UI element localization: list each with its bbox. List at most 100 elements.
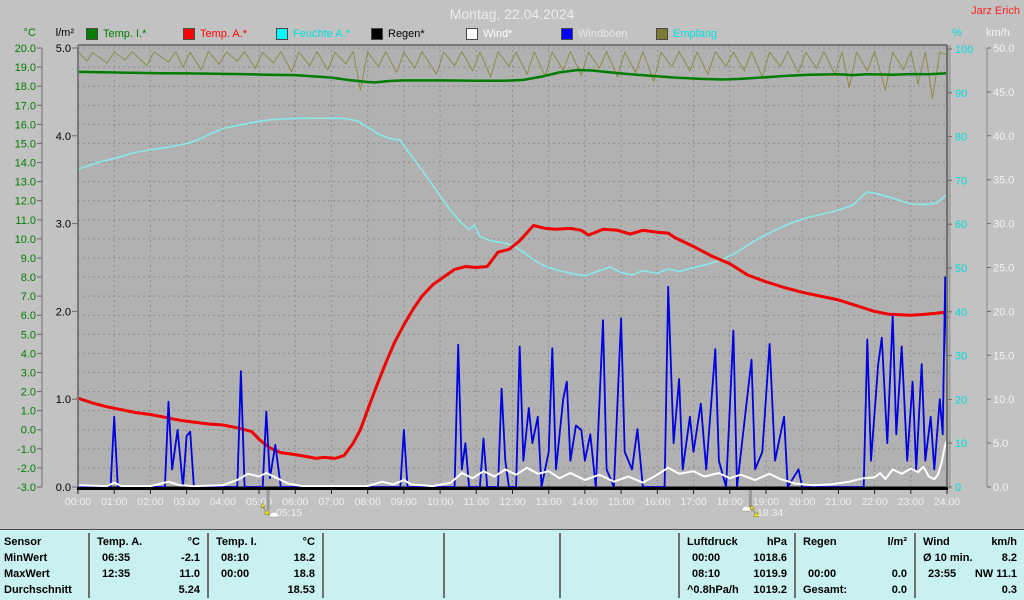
plot-border-bottom (77, 487, 948, 490)
stats-cell-value: 0.0 (891, 568, 907, 580)
y-tick-humidity: 50 (955, 263, 967, 275)
stats-cell (322, 566, 443, 582)
stats-cell-value: °C (302, 535, 315, 548)
y-tick-temp: 13.0 (15, 177, 36, 189)
series-temp-a--line (76, 224, 949, 460)
y-tick-temp: -3.0 (17, 482, 36, 494)
legend-swatch-icon (183, 28, 195, 40)
stats-cell: Ø 10 min. 8.2 (914, 550, 1024, 566)
y-tick-humidity: 20 (955, 394, 967, 406)
y-tick-temp: 2.0 (21, 387, 36, 399)
x-tick-label: 05:00 (246, 496, 272, 508)
legend-label: Temp. A.* (200, 28, 248, 40)
sunrise-marker-arrow-icon (260, 502, 270, 516)
x-tick-label: 19:00 (753, 496, 779, 508)
stats-cell (559, 582, 678, 598)
legend-item-windb-en: Windböen (561, 28, 628, 40)
y-tick-temp: 8.0 (21, 272, 36, 284)
stats-cell-value: 18.8 (293, 568, 315, 580)
axis-unit-windspeed: km/h (986, 27, 1010, 39)
y-tick-humidity: 60 (955, 219, 967, 231)
y-tick-humidity: 100 (955, 44, 973, 56)
stats-cell-time: 06:35 (102, 552, 131, 564)
stats-cell: 00:00 1018.6 (678, 550, 794, 566)
x-tick-label: 18:00 (717, 496, 743, 508)
stats-cell-value: °C (187, 535, 200, 548)
legend-item-feuchte-a-: Feuchte A.* (276, 28, 350, 40)
y-tick-temp: 4.0 (21, 348, 36, 360)
y-tick-wind: 25.0 (993, 263, 1014, 275)
stats-cell-time: 00:00 (221, 568, 250, 580)
stats-row-label: MaxWert (4, 568, 50, 580)
stats-cell-value: km/h (991, 535, 1017, 548)
y-tick-temp: 16.0 (15, 119, 36, 131)
stats-cell-value: 0.3 (1001, 584, 1017, 596)
series-windb-en-line (77, 276, 948, 488)
sunset-time-label: 18:34 (757, 507, 784, 519)
legend-label: Empfang (673, 28, 718, 40)
y-tick-temp: 15.0 (15, 138, 36, 150)
stats-cell: 08:10 18.2 (207, 550, 322, 566)
stats-cell-value: -2.1 (181, 552, 200, 564)
stats-cell (322, 550, 443, 566)
stats-row-label: Durchschnitt (4, 584, 72, 596)
y-tick-wind: 0.0 (993, 482, 1008, 494)
x-tick-label: 02:00 (137, 496, 163, 508)
y-tick-humidity: 90 (955, 88, 967, 100)
station-owner-link[interactable]: Jarz Erich (971, 5, 1020, 17)
stats-cell-time: Wind (923, 535, 950, 548)
y-tick-wind: 50.0 (993, 43, 1014, 55)
y-tick-rain: 3.0 (56, 219, 71, 231)
x-tick-label: 17:00 (680, 496, 706, 508)
x-tick-label: 07:00 (318, 496, 344, 508)
stats-cell (443, 533, 559, 550)
stats-cell-value: 1018.6 (753, 552, 787, 564)
y-tick-temp: 17.0 (15, 100, 36, 112)
stats-cell-time: 08:10 (221, 552, 250, 564)
series-wind-line (77, 439, 948, 488)
stats-cell: ^0.8hPa/h 1019.2 (678, 582, 794, 598)
stats-cell-value: l/m² (887, 535, 907, 548)
legend-item-wind-: Wind* (466, 28, 512, 40)
y-tick-temp: 6.0 (21, 310, 36, 322)
legend-swatch-icon (466, 28, 478, 40)
x-tick-label: 22:00 (861, 496, 887, 508)
axis-unit-rain: l/m² (55, 27, 74, 39)
legend-label: Temp. I.* (103, 28, 147, 40)
y-tick-temp: 5.0 (21, 329, 36, 341)
sunset-marker-sun-icon (741, 505, 752, 512)
stats-cell (443, 566, 559, 582)
stats-cell (322, 533, 443, 550)
y-tick-temp: 1.0 (21, 406, 36, 418)
sunrise-time-label: 05:15 (276, 507, 303, 519)
legend-swatch-icon (86, 28, 98, 40)
y-tick-temp: -2.0 (17, 463, 36, 475)
y-tick-humidity: 40 (955, 307, 967, 319)
stats-cell-time: Temp. I. (216, 535, 257, 548)
stats-cell: 12:35 11.0 (88, 566, 207, 582)
stats-cell-time: Ø 10 min. (923, 552, 973, 564)
x-tick-label: 06:00 (282, 496, 308, 508)
stats-cell (559, 566, 678, 582)
x-tick-label: 11:00 (464, 496, 490, 508)
stats-cell-time: ^0.8hPa/h (687, 584, 739, 596)
stats-cell-time: 08:10 (692, 568, 721, 580)
stats-table: Sensor Temp. A. °C Temp. I. °C Luftdruck hPa Re… (0, 529, 1024, 600)
y-tick-rain: 0.0 (56, 482, 71, 494)
y-tick-temp: 10.0 (15, 234, 36, 246)
x-tick-label: 21:00 (825, 496, 851, 508)
stats-cell-time: 00:00 (692, 552, 721, 564)
y-tick-temp: 20.0 (15, 43, 36, 55)
page-title: Montag, 22.04.2024 (449, 6, 575, 22)
stats-cell: Temp. A. °C (88, 533, 207, 550)
y-tick-temp: 11.0 (15, 215, 36, 227)
x-tick-label: 12:00 (499, 496, 525, 508)
stats-cell-value: 18.2 (293, 552, 315, 564)
legend-label: Feuchte A.* (293, 28, 350, 40)
stats-cell-time: Luftdruck (687, 535, 738, 548)
axis-unit-humidity: % (952, 27, 962, 39)
x-tick-label: 04:00 (210, 496, 236, 508)
axis-unit-celsius: °C (23, 27, 36, 39)
stats-cell-time: Regen (803, 535, 837, 548)
stats-cell: 23:55 NW 11.1 (914, 566, 1024, 582)
